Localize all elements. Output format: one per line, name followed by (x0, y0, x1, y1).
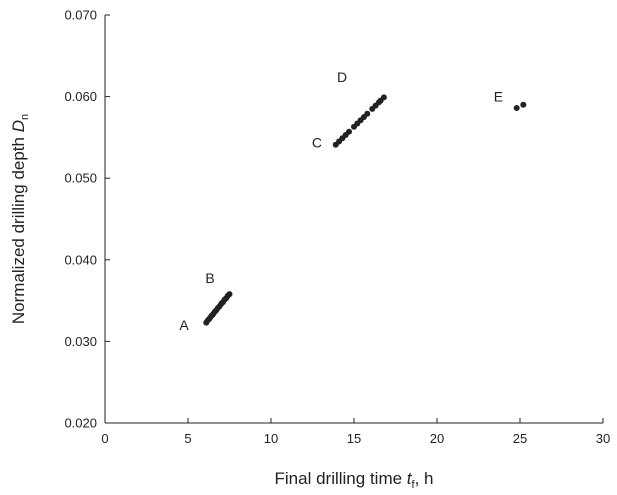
y-tick-label: 0.060 (64, 89, 97, 104)
x-label-text: Final drilling time (275, 469, 407, 488)
y-axis-label: Normalized drilling depth Dn (9, 114, 31, 324)
x-label-symbol: t (407, 469, 413, 488)
y-label-text: Normalized drilling depth (9, 132, 28, 324)
point (346, 128, 353, 135)
x-tick-label: 25 (513, 431, 527, 446)
y-tick-label: 0.040 (64, 252, 97, 267)
y-tick-label: 0.030 (64, 334, 97, 349)
y-tick-label: 0.050 (64, 171, 97, 186)
x-label-unit: , h (415, 469, 434, 488)
point (380, 94, 387, 101)
annotation: D (337, 69, 347, 85)
x-tick-label: 0 (101, 431, 108, 446)
x-tick-label: 10 (264, 431, 278, 446)
point (513, 105, 520, 112)
y-tick-label: 0.020 (64, 416, 97, 431)
x-label-subscript: f (412, 479, 416, 491)
x-tick-label: 20 (430, 431, 444, 446)
x-axis-label: Final drilling time tf, h (275, 469, 434, 491)
x-tick-label: 5 (184, 431, 191, 446)
point (520, 101, 527, 108)
annotation: B (205, 270, 214, 286)
point (226, 291, 233, 298)
annotation: E (494, 89, 503, 105)
y-tick-label: 0.070 (64, 8, 97, 23)
annotation: C (312, 134, 322, 150)
y-label-symbol: D (9, 120, 28, 132)
point (364, 110, 371, 117)
y-label-subscript: n (19, 114, 31, 120)
x-tick-label: 30 (596, 431, 610, 446)
annotation: A (179, 317, 189, 333)
x-tick-label: 15 (347, 431, 361, 446)
